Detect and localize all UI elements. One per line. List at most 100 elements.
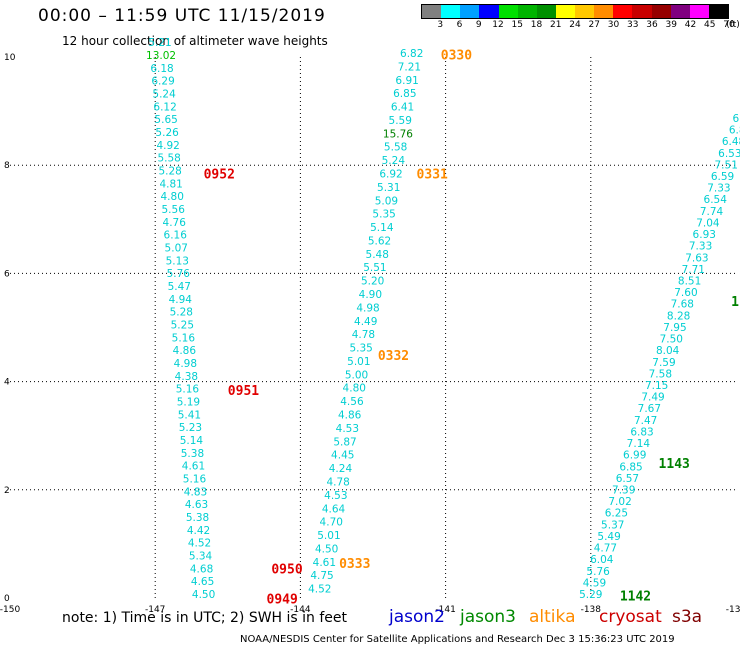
x-tick-label: -135 xyxy=(726,605,740,615)
wave-height-value: 7.71 xyxy=(682,264,705,276)
legend-swatch xyxy=(422,5,442,18)
wave-height-value: 4.80 xyxy=(161,191,184,203)
wave-height-value: 7.59 xyxy=(652,357,675,369)
wave-height-value: 6.04 xyxy=(590,554,614,566)
satellite-jason2-label: jason2 xyxy=(389,607,445,627)
y-tick-label: 6 xyxy=(4,269,10,279)
wave-height-value: 8.04 xyxy=(656,345,680,357)
wave-height-value: 7.21 xyxy=(398,61,421,73)
wave-height-value: 4.86 xyxy=(338,410,362,422)
wave-height-value: 5.76 xyxy=(167,268,191,280)
x-tick-label: -138 xyxy=(581,605,602,615)
wave-height-value: 5.49 xyxy=(597,531,620,543)
wave-height-value: 7.60 xyxy=(674,287,697,299)
wave-height-value: 4.78 xyxy=(326,476,349,488)
wave-height-value: 4.45 xyxy=(331,450,354,462)
legend-swatch xyxy=(594,5,614,18)
y-tick-label: 4 xyxy=(4,378,10,388)
wave-height-value: 5.76 xyxy=(586,566,610,578)
legend-tick-label: 39 xyxy=(665,20,677,30)
wave-height-value: 5.41 xyxy=(178,409,201,421)
wave-height-value: 6.16 xyxy=(164,230,188,242)
wave-height-value: 6.93 xyxy=(693,229,716,241)
wave-height-value: 4.81 xyxy=(159,178,182,190)
wave-height-value: 7.04 xyxy=(696,217,720,229)
wave-height-value: 5.26 xyxy=(155,127,179,139)
wave-height-value: 7.02 xyxy=(608,496,631,508)
pass-time-label: 0332 xyxy=(378,349,409,364)
wave-height-value: 4.68 xyxy=(190,563,213,575)
y-tick-label: 2 xyxy=(4,486,10,496)
wave-height-value: 4.98 xyxy=(174,358,197,370)
wave-height-value: 7.14 xyxy=(627,438,651,450)
wave-height-value: 7.68 xyxy=(671,299,694,311)
wave-height-value: 15.76 xyxy=(383,128,413,140)
wave-height-value: 6.57 xyxy=(616,473,639,485)
wave-height-value: 5.20 xyxy=(361,276,384,288)
wave-height-value: 7.63 xyxy=(685,252,708,264)
pass-time-label: 0333 xyxy=(339,557,370,572)
wave-height-value: 4.64 xyxy=(322,503,346,515)
wave-height-value: 4.56 xyxy=(340,396,364,408)
wave-height-value: 5.58 xyxy=(384,142,407,154)
x-tick-label: -147 xyxy=(145,605,165,615)
wave-height-value: 4.61 xyxy=(182,461,205,473)
legend-swatch xyxy=(651,5,671,18)
pass-time-label: 0951 xyxy=(228,384,259,399)
wave-height-value: 7.15 xyxy=(645,380,668,392)
wave-height-value: 13.02 xyxy=(146,50,176,62)
wave-height-value: 4.50 xyxy=(315,543,338,555)
legend-tick-label: 24 xyxy=(569,20,581,30)
wave-height-value: 5.38 xyxy=(186,512,209,524)
wave-height-value: 4.65 xyxy=(191,576,214,588)
wave-height-value: 6.18 xyxy=(150,63,173,75)
legend-unit-label: (ft) xyxy=(726,20,740,30)
wave-height-value: 5.24 xyxy=(152,89,176,101)
pass-time-label: 1144 xyxy=(731,295,740,310)
wave-height-labels: 5.2113.026.186.295.246.125.655.264.925.5… xyxy=(146,37,740,601)
legend-tick-label: 12 xyxy=(492,20,504,30)
wave-height-value: 7.47 xyxy=(634,415,657,427)
wave-height-value: 7.49 xyxy=(641,392,664,404)
wave-height-value: 5.34 xyxy=(189,551,213,563)
y-tick-label: 10 xyxy=(4,53,16,63)
pass-time-label: 0950 xyxy=(271,563,302,578)
pass-time-label: 1143 xyxy=(659,457,690,472)
wave-height-value: 4.52 xyxy=(188,538,211,550)
wave-height-value: 4.78 xyxy=(352,329,375,341)
wave-height-value: 4.98 xyxy=(356,302,379,314)
legend-swatch xyxy=(498,5,518,18)
wave-height-value: 5.21 xyxy=(148,37,171,49)
wave-height-value: 6.12 xyxy=(153,101,176,113)
wave-height-value: 6.54 xyxy=(704,194,728,206)
wave-height-value: 5.16 xyxy=(172,332,196,344)
wave-height-value: 6.99 xyxy=(623,450,646,462)
wave-height-value: 5.65 xyxy=(154,114,177,126)
legend-swatch xyxy=(441,5,461,18)
legend-swatch xyxy=(632,5,652,18)
satellite-jason3-label: jason3 xyxy=(460,607,516,627)
wave-height-value: 7.33 xyxy=(689,241,712,253)
pass-time-label: 0331 xyxy=(417,168,448,183)
wave-height-value: 5.16 xyxy=(183,474,207,486)
wave-height-value: 4.83 xyxy=(184,486,207,498)
wave-height-value: 4.53 xyxy=(336,423,359,435)
wave-height-value: 5.16 xyxy=(176,384,200,396)
wave-height-value: 7.58 xyxy=(649,368,672,380)
y-tick-label: 8 xyxy=(4,161,10,171)
legend-tick-label: 33 xyxy=(627,20,639,30)
wave-height-value: 5.28 xyxy=(170,307,193,319)
wave-height-value: 6.59 xyxy=(711,171,734,183)
wave-height-value: 5.87 xyxy=(333,436,356,448)
wave-height-value: 5.35 xyxy=(372,209,395,221)
wave-height-value: 7.51 xyxy=(715,159,738,171)
wave-height-value: 7.50 xyxy=(660,334,683,346)
satellite-cryosat-label: cryosat xyxy=(599,607,662,627)
wave-height-value: 4.76 xyxy=(163,217,187,229)
wave-height-value: 4.90 xyxy=(359,289,382,301)
wave-height-value: 5.31 xyxy=(377,182,400,194)
wave-height-value: 7.33 xyxy=(707,183,730,195)
wave-height-value: 5.00 xyxy=(345,369,368,381)
wave-height-value: 4.63 xyxy=(185,499,208,511)
